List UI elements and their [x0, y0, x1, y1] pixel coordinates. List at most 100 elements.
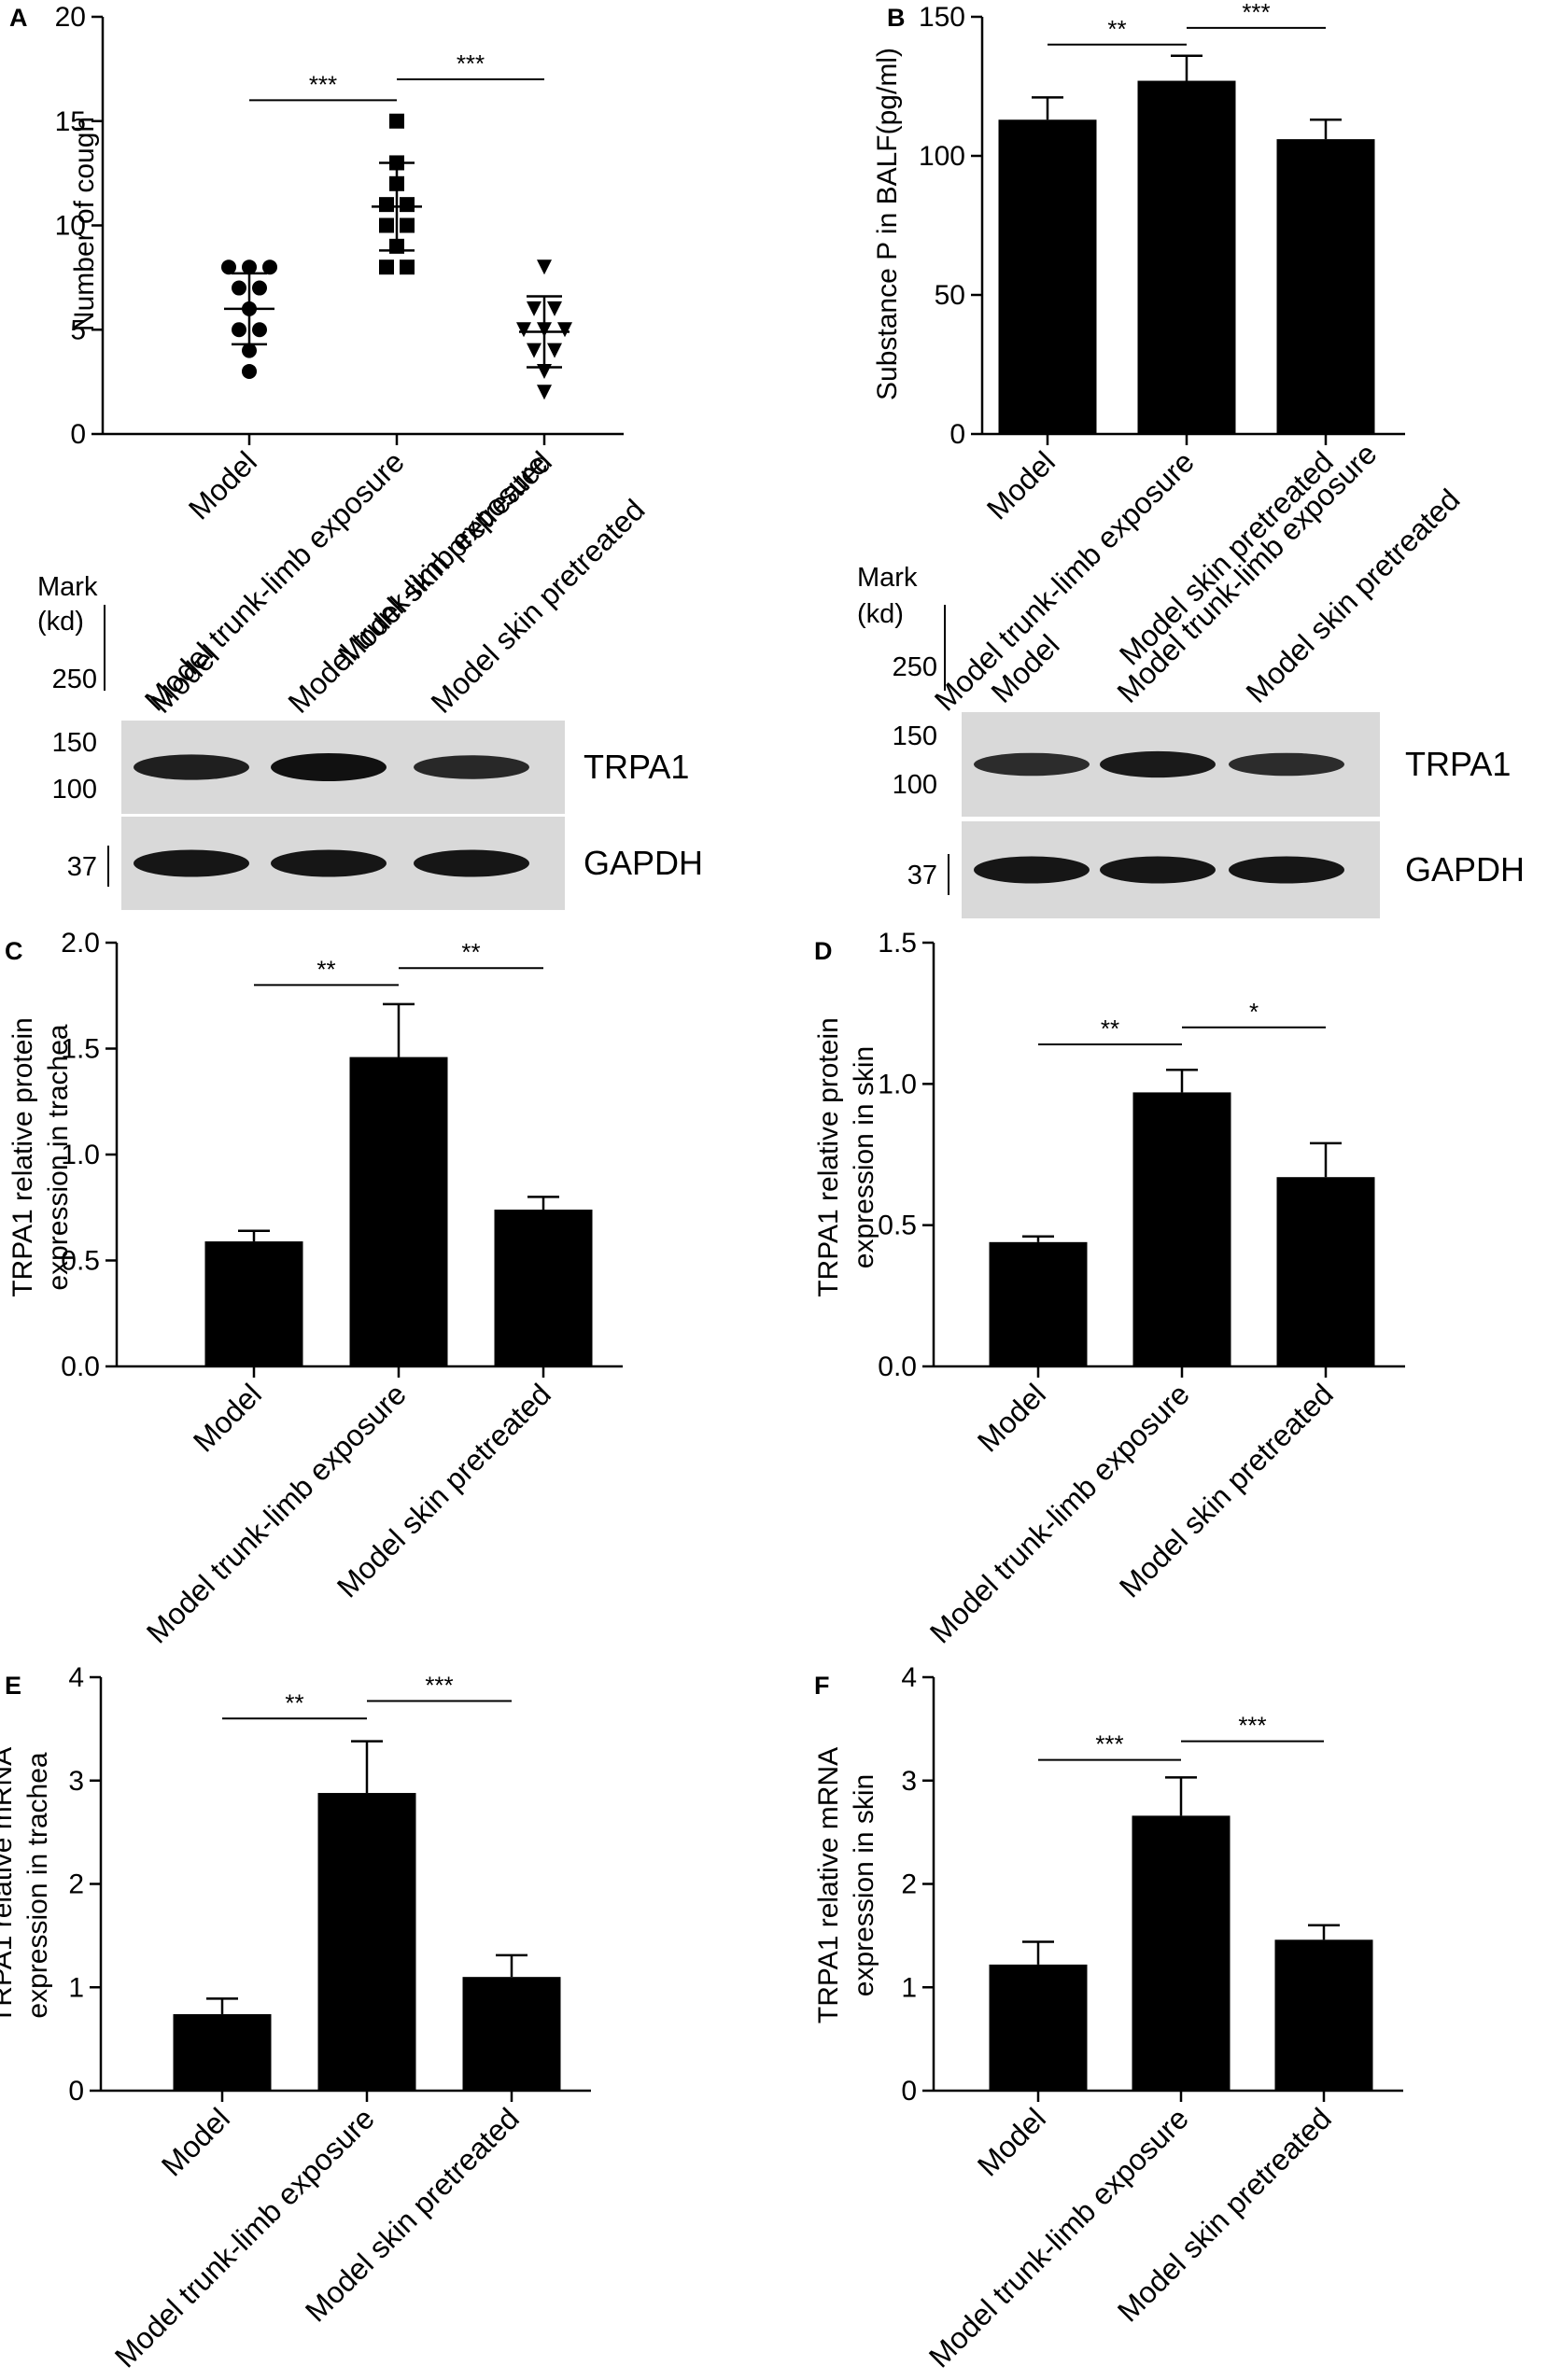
blot-size-marker: 150: [52, 728, 97, 758]
x-tick-label: Model trunk-limb exposure: [140, 1377, 413, 1649]
blot-band: [271, 849, 387, 877]
y-axis-label-line: Number of cough: [69, 117, 100, 331]
y-tick-label: 20: [55, 2, 86, 33]
bar: [349, 1057, 448, 1366]
bar: [998, 119, 1097, 434]
data-point: [379, 259, 394, 275]
bar: [1276, 1177, 1375, 1366]
y-axis-label: TRPA1 relative mRNA expression in skin: [813, 1747, 879, 2023]
data-point: [389, 113, 404, 129]
data-point: [252, 280, 267, 296]
y-tick-label: 3: [901, 1766, 917, 1797]
y-tick-label: 5: [70, 315, 86, 345]
bar: [1132, 1092, 1231, 1366]
western-blot-left: Mark(kd)Model Model trunk-limb exposureMo…: [37, 447, 703, 910]
y-axis-label-line: Substance P in BALF(pg/ml): [872, 48, 903, 400]
blot-size-marker: 37: [907, 861, 937, 890]
chart-panel-f: F 0 1 2 3 4 TRPA1 relative mRNA expression in s…: [813, 1662, 1403, 2374]
blot-row-label: GAPDH: [1405, 850, 1525, 889]
panel-letter: C: [5, 937, 23, 965]
y-tick-label: 0.0: [878, 1351, 917, 1382]
data-point: [400, 197, 415, 213]
blot-band: [271, 753, 387, 781]
y-axis-label: TRPA1 relative protein expression in skin: [813, 1017, 879, 1297]
x-tick-label: Model: [980, 444, 1062, 525]
bar: [462, 1977, 561, 2091]
y-axis-label-line: expression in trachea: [43, 1024, 74, 1290]
y-tick-label: 3: [68, 1766, 84, 1797]
significance-label: **: [1101, 1015, 1119, 1043]
significance-label: **: [285, 1688, 303, 1716]
blot-size-marker: 150: [893, 721, 937, 751]
y-axis-label-line: expression in trachea: [22, 1752, 53, 2018]
y-tick-label: 10: [55, 211, 86, 242]
significance-label: ***: [1242, 0, 1270, 26]
y-tick-label: 2: [68, 1869, 84, 1900]
data-point: [232, 322, 246, 338]
significance-label: *: [1249, 998, 1259, 1026]
y-axis-label-line: TRPA1 relative protein: [7, 1017, 38, 1297]
data-point: [232, 280, 246, 296]
y-tick-label: 2: [901, 1869, 917, 1900]
blot-size-marker: 100: [893, 770, 937, 800]
y-tick-label: 150: [919, 2, 965, 33]
blot-band: [1100, 750, 1216, 778]
bar: [494, 1210, 593, 1366]
chart-panel-d: D 0.0 0.5 1.0 1.5 TRPA1 relative protein expre…: [813, 928, 1405, 1650]
x-tick-label: Model: [182, 444, 263, 525]
data-point: [242, 343, 257, 358]
significance-label: ***: [309, 70, 337, 98]
bar: [1274, 1939, 1373, 2091]
panel-letter: A: [9, 4, 28, 32]
y-tick-label: 0.5: [878, 1211, 917, 1241]
blot-band: [1100, 856, 1216, 884]
y-axis-label: TRPA1 relative mRNA expression in trachea: [0, 1747, 53, 2023]
data-point: [221, 259, 236, 275]
data-point: [547, 301, 562, 316]
y-tick-label: 1.5: [878, 928, 917, 959]
data-point: [379, 197, 394, 213]
significance-label: **: [1107, 15, 1126, 43]
blot-band: [1229, 752, 1344, 777]
blot-band: [974, 752, 1090, 777]
data-point: [400, 217, 415, 233]
blot-band: [414, 755, 529, 779]
data-point: [537, 385, 552, 400]
y-axis-label-line: TRPA1 relative mRNA: [813, 1747, 844, 2023]
blot-band: [134, 754, 249, 780]
y-tick-label: 0: [68, 2076, 84, 2107]
y-tick-label: 4: [901, 1662, 917, 1693]
y-tick-label: 0.0: [61, 1351, 100, 1382]
bar: [989, 1241, 1088, 1366]
significance-label: ***: [457, 49, 485, 77]
y-tick-label: 0: [70, 419, 86, 450]
data-point: [547, 343, 562, 358]
y-tick-label: 1.5: [61, 1034, 100, 1065]
x-tick-label: Model: [971, 2101, 1052, 2182]
y-tick-label: 4: [68, 1662, 84, 1693]
panel-letter: F: [814, 1672, 830, 1700]
y-axis-label-line: TRPA1 relative mRNA: [0, 1747, 18, 2023]
blot-size-marker: 37: [67, 852, 97, 882]
y-tick-label: 1.0: [878, 1069, 917, 1099]
x-tick-label: Model trunk-limb exposure: [108, 2101, 381, 2373]
blot-row-label: TRPA1: [584, 748, 689, 786]
x-tick-label: Model trunk-limb exposure: [138, 444, 411, 717]
significance-label: ***: [1095, 1730, 1123, 1758]
data-point: [262, 259, 277, 275]
y-axis-label: Number of cough: [69, 117, 100, 331]
data-point: [557, 322, 572, 338]
blot-marker-title: (kd): [37, 607, 84, 637]
blot-band: [414, 849, 529, 877]
blot-marker-title: Mark: [37, 572, 98, 602]
bar: [989, 1964, 1088, 2091]
y-tick-label: 0.5: [61, 1246, 100, 1277]
data-point: [252, 322, 267, 338]
x-tick-label: Model trunk-limb exposure: [923, 1377, 1196, 1649]
y-axis-label: TRPA1 relative protein expression in trac…: [7, 1017, 74, 1297]
y-tick-label: 0: [901, 2076, 917, 2107]
blot-row-label: GAPDH: [584, 844, 703, 882]
blot-size-marker: 250: [893, 652, 937, 682]
chart-panel-e: E 0 1 2 3 4 TRPA1 relative mRNA expression in t…: [0, 1662, 591, 2374]
